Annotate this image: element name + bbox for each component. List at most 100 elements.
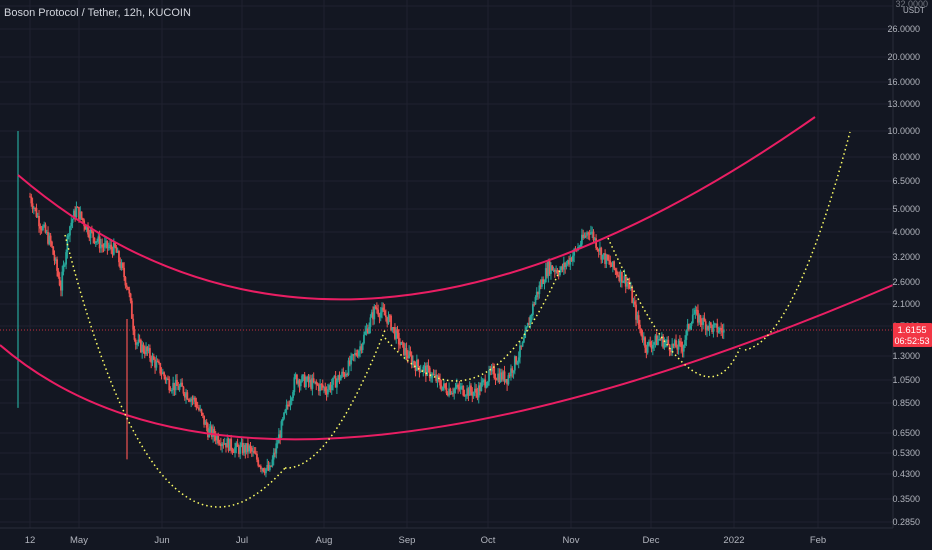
candle-body [97,236,100,242]
candle-body [605,254,608,264]
grid [0,0,893,528]
candle-body [164,376,167,381]
candle-body [326,389,329,395]
candle-body [183,393,186,398]
candle-body [141,344,144,353]
candle-body [691,314,694,324]
candle-body [61,271,64,291]
candle-body [149,348,151,358]
candle-body [453,388,456,394]
countdown-timer: 06:52:53 [894,336,929,346]
candle-body [174,379,177,391]
candle-body [307,376,310,383]
candle-body [641,335,644,341]
candle-body [543,282,546,285]
price-tick-label: 4.0000 [892,227,920,237]
candle-body [145,346,147,355]
candle-body [516,361,519,364]
candle-body [446,393,449,396]
candle-body [338,375,341,381]
candle-body [684,339,686,346]
candle-body [573,249,576,256]
candle-body [94,241,97,243]
candle-body [137,339,140,344]
candle-body [317,384,320,392]
candle-body [600,247,603,260]
candle-body [375,307,378,310]
candle-body [397,333,400,345]
candle-body [700,322,703,325]
candle-body [36,215,39,217]
candle-body [627,281,630,284]
time-scale[interactable]: 12 May Jun Jul Aug Sep Oct Nov Dec 2022 Feb [0,527,893,546]
candle-body [619,271,622,281]
candle-body [694,309,697,314]
candle-body [613,261,616,269]
candle-body [352,354,355,356]
candle-body [644,337,646,348]
candle-body [236,443,239,447]
candle-body [510,368,512,377]
time-tick-label: Jun [154,535,169,546]
candle-body [597,249,600,252]
candle-body [711,324,714,332]
candle-body [261,468,264,470]
candle-body [400,342,403,345]
candle-body [645,347,648,353]
candle-body [592,231,595,240]
price-scale[interactable]: 26.0000 20.0000 16.0000 13.0000 10.0000 8.000… [887,0,928,527]
candle-body [115,246,118,253]
candle-body [323,387,325,389]
candle-body [147,348,150,352]
candle-body [265,468,267,474]
candle-body [633,301,636,305]
candle-body [107,246,110,249]
candle-body [373,306,376,320]
candle-body [403,342,405,356]
price-tick-label: 10.0000 [887,126,920,136]
candle-body [392,327,395,329]
candle-body [119,262,122,269]
candle-body [116,251,119,253]
candle-body [239,445,242,454]
candle-body [588,233,591,235]
price-tick-label: 1.3000 [892,351,920,361]
candle-body [350,355,352,365]
candle-body [289,400,292,406]
price-tick-label: 20.0000 [887,52,920,62]
candle-body [138,339,141,341]
candle-body [553,269,556,272]
candle-body [677,340,680,350]
candle-body [341,371,343,377]
candle-body [361,343,364,350]
candle-body [256,453,258,460]
candle-body [134,339,137,345]
candle-body [360,346,363,350]
candle-body [205,421,208,428]
candle-body [477,385,480,398]
candle-body [241,442,244,454]
candle-body [214,436,217,441]
candle-body [89,229,92,239]
candle-body [463,395,466,397]
candle-body [686,324,689,331]
candle-body [252,450,254,452]
channel-upper-line [17,116,816,301]
candle-body [390,315,392,331]
candle-body [272,452,275,460]
candle-body [580,234,583,245]
price-tick-label: 8.0000 [892,152,920,162]
candle-body [80,211,83,219]
candle-body [448,388,450,396]
candle-body [90,229,93,232]
candle-body [431,373,434,378]
candle-body [538,285,541,295]
candle-body [355,352,358,356]
candle-body [471,391,474,396]
candle-body [512,370,515,373]
candle-body [659,338,662,341]
candle-body [490,367,493,372]
candle-body [673,340,676,346]
time-tick-label: Dec [643,535,660,546]
